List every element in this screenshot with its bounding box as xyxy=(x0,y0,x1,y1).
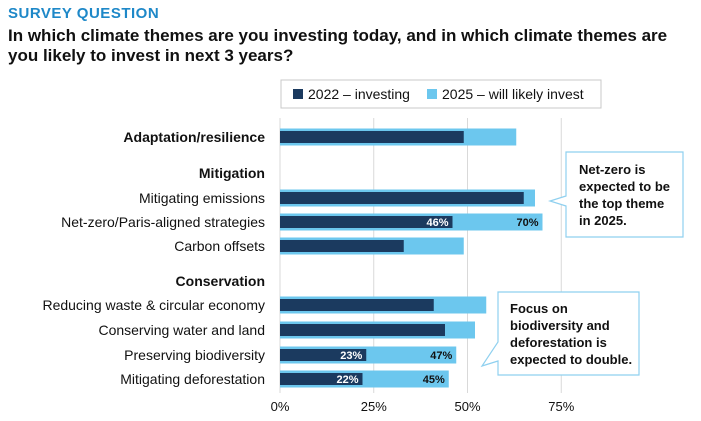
legend-swatch-2022 xyxy=(293,89,303,99)
callout-conservation-line-2: biodiversity and xyxy=(510,318,610,333)
bar-2022 xyxy=(280,349,367,361)
callout-conservation-line-1: Focus on xyxy=(510,301,568,316)
data-label-2022: 22% xyxy=(336,374,358,386)
category-label: Conserving water and land xyxy=(98,322,265,338)
x-tick-label: 50% xyxy=(454,399,480,414)
callout-netzero: Net-zero is expected to be the top theme… xyxy=(547,151,684,238)
category-label: Carbon offsets xyxy=(174,238,265,254)
category-header: Conservation xyxy=(176,273,265,289)
callout-conservation-line-4: expected to double. xyxy=(510,352,632,367)
category-label: Mitigating emissions xyxy=(139,190,265,206)
data-label-2025: 45% xyxy=(423,374,445,386)
bar-2022 xyxy=(280,324,445,336)
bar-2022 xyxy=(280,240,404,252)
x-tick-label: 75% xyxy=(548,399,574,414)
callout-conservation: Focus on biodiversity and deforestation … xyxy=(480,291,640,376)
category-header: Mitigation xyxy=(199,165,265,181)
category-label: Preserving biodiversity xyxy=(124,347,265,363)
bar-2022 xyxy=(280,192,524,204)
legend: 2022 – investing 2025 – will likely inve… xyxy=(280,79,602,109)
legend-swatch-2025 xyxy=(427,89,437,99)
data-label-2022: 46% xyxy=(426,217,448,229)
callout-conservation-line-3: deforestation is xyxy=(510,335,607,350)
bar-2022 xyxy=(280,216,453,228)
data-label-2025: 70% xyxy=(516,217,538,229)
x-tick-label: 25% xyxy=(361,399,387,414)
chart-title: In which climate themes are you investin… xyxy=(8,26,668,65)
legend-label-2022: 2022 – investing xyxy=(308,86,410,102)
data-label-2025: 47% xyxy=(430,350,452,362)
eyebrow-label: SURVEY QUESTION xyxy=(8,5,160,22)
category-label: Reducing waste & circular economy xyxy=(42,297,265,313)
callout-netzero-line-1: Net-zero is xyxy=(579,162,645,177)
legend-label-2025: 2025 – will likely invest xyxy=(442,86,584,102)
category-label: Mitigating deforestation xyxy=(120,371,265,387)
bar-2022 xyxy=(280,299,434,311)
bar-2022 xyxy=(280,131,464,143)
category-label: Adaptation/resilience xyxy=(123,129,265,145)
callout-netzero-line-4: in 2025. xyxy=(579,213,627,228)
category-label: Net-zero/Paris-aligned strategies xyxy=(61,214,265,230)
data-label-2022: 23% xyxy=(340,350,362,362)
callout-netzero-line-3: the top theme xyxy=(579,196,664,211)
bar-2022 xyxy=(280,373,363,385)
callout-netzero-line-2: expected to be xyxy=(579,179,670,194)
x-tick-label: 0% xyxy=(271,399,290,414)
